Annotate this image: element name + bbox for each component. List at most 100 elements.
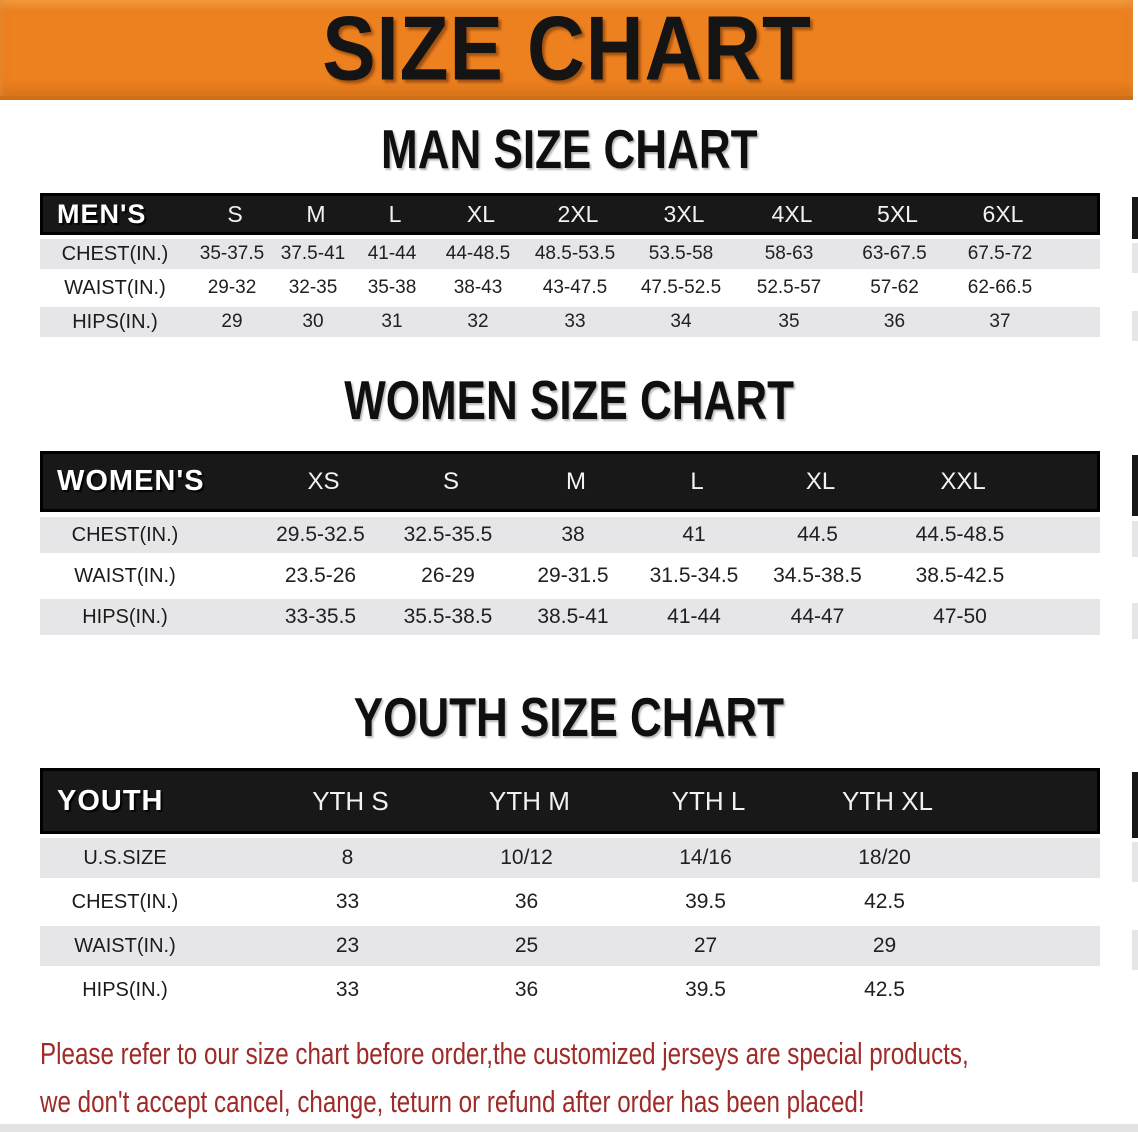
table-cell: 33 (564, 311, 586, 332)
row-label: HIPS(IN.) (72, 310, 158, 333)
table-cell: 31.5-34.5 (649, 564, 739, 587)
youth-col-header: YTH S (312, 785, 389, 816)
row-label: U.S.SIZE (83, 846, 167, 869)
youth-col-header: YTH XL (841, 785, 934, 816)
youth-size-table: YOUTH YTH S YTH M YTH L YTH XL U.S.SIZE … (40, 768, 1100, 1010)
table-row: HIPS(IN.) 33 36 39.5 42.5 (40, 970, 1100, 1010)
row-label: WAIST(IN.) (74, 934, 176, 957)
row-label: WAIST(IN.) (74, 564, 176, 587)
men-table-header-row: MEN'S S M L XL 2XL 3XL 4XL 5XL 6XL (40, 193, 1100, 235)
disclaimer-line-2: we don't accept cancel, change, teturn o… (40, 1084, 865, 1119)
table-row: CHEST(IN.) 29.5-32.5 32.5-35.5 38 41 44.… (40, 517, 1100, 553)
table-cell: 42.5 (864, 890, 905, 913)
row-label: WAIST(IN.) (64, 276, 166, 299)
table-cell: 35-38 (367, 277, 417, 298)
men-section-heading: MAN SIZE CHART (0, 118, 1138, 180)
table-cell: 23.5-26 (284, 564, 357, 587)
page-title: SIZE CHART (321, 0, 812, 99)
men-section-heading-text: MAN SIZE CHART (380, 117, 758, 180)
table-cell: 35-37.5 (199, 243, 265, 264)
table-cell: 29 (872, 934, 897, 957)
table-cell: 27 (693, 934, 718, 957)
table-cell: 36 (514, 978, 539, 1001)
row-label: CHEST(IN.) (61, 242, 169, 265)
table-cell: 31 (381, 311, 403, 332)
table-cell: 32 (467, 311, 489, 332)
bottom-edge-strip (0, 1124, 1138, 1132)
table-cell: 25 (514, 934, 539, 957)
men-size-table: MEN'S S M L XL 2XL 3XL 4XL 5XL 6XL CHEST… (40, 193, 1100, 337)
men-col-header: 5XL (877, 200, 918, 227)
table-cell: 35 (778, 311, 800, 332)
disclaimer-line-1: Please refer to our size chart before or… (40, 1036, 969, 1071)
edge-artifact (1132, 521, 1138, 557)
youth-section-heading-text: YOUTH SIZE CHART (353, 685, 785, 748)
table-cell: 63-67.5 (862, 243, 927, 264)
edge-artifact (1132, 311, 1138, 341)
table-cell: 53.5-58 (648, 243, 714, 264)
youth-col-header: YTH M (489, 785, 570, 816)
women-table-title: WOMEN'S (57, 465, 205, 497)
table-cell: 41 (682, 523, 706, 546)
youth-col-header: YTH L (671, 785, 746, 816)
table-cell: 38.5-42.5 (915, 564, 1005, 587)
table-cell: 58-63 (764, 243, 814, 264)
edge-artifact (1132, 243, 1138, 273)
table-cell: 29.5-32.5 (276, 523, 365, 546)
table-cell: 67.5-72 (967, 243, 1033, 264)
edge-artifact (1132, 930, 1138, 970)
youth-section-heading: YOUTH SIZE CHART (0, 686, 1138, 748)
table-cell: 47.5-52.5 (640, 277, 722, 298)
table-row: U.S.SIZE 8 10/12 14/16 18/20 (40, 838, 1100, 878)
table-cell: 18/20 (858, 846, 911, 869)
table-cell: 36 (883, 311, 906, 332)
table-cell: 29 (221, 311, 243, 332)
men-col-header: M (306, 200, 326, 227)
table-cell: 36 (514, 890, 539, 913)
men-col-header: S (227, 200, 243, 227)
table-cell: 37 (989, 311, 1011, 332)
men-col-header: XL (466, 200, 496, 227)
table-cell: 8 (341, 846, 354, 869)
women-section-heading-text: WOMEN SIZE CHART (344, 368, 794, 431)
women-col-header: XL (805, 467, 836, 495)
edge-artifact (1132, 842, 1138, 882)
table-cell: 23 (335, 934, 360, 957)
table-cell: 38-43 (453, 277, 503, 298)
table-cell: 43-47.5 (542, 277, 608, 298)
men-col-header: 6XL (982, 200, 1024, 227)
table-cell: 30 (302, 311, 324, 332)
table-cell: 35.5-38.5 (403, 605, 493, 628)
table-cell: 57-62 (870, 277, 919, 298)
table-cell: 47-50 (933, 605, 987, 628)
banner: SIZE CHART (0, 0, 1133, 100)
edge-artifact (1132, 455, 1138, 516)
row-label: CHEST(IN.) (71, 890, 179, 913)
table-cell: 29-31.5 (537, 564, 609, 587)
table-row: HIPS(IN.) 33-35.5 35.5-38.5 38.5-41 41-4… (40, 599, 1100, 635)
row-label: HIPS(IN.) (82, 605, 168, 628)
table-cell: 39.5 (685, 978, 726, 1001)
women-col-header: XXL (940, 467, 986, 495)
table-cell: 52.5-57 (756, 277, 822, 298)
table-cell: 32.5-35.5 (403, 523, 493, 546)
table-cell: 41-44 (667, 605, 721, 628)
men-table-title: MEN'S (57, 198, 147, 229)
men-col-header: 3XL (663, 200, 705, 227)
table-cell: 33 (335, 890, 360, 913)
table-cell: 41-44 (367, 243, 417, 264)
table-cell: 10/12 (500, 846, 553, 869)
table-cell: 39.5 (685, 890, 726, 913)
table-row: WAIST(IN.) 23.5-26 26-29 29-31.5 31.5-34… (40, 558, 1100, 594)
men-col-header: 2XL (557, 200, 599, 227)
table-cell: 44.5-48.5 (915, 523, 1005, 546)
table-row: HIPS(IN.) 29 30 31 32 33 34 35 36 37 (40, 307, 1100, 337)
table-cell: 34.5-38.5 (773, 564, 862, 587)
table-cell: 48.5-53.5 (534, 243, 616, 264)
table-cell: 26-29 (421, 564, 475, 587)
women-section-heading: WOMEN SIZE CHART (0, 369, 1138, 431)
edge-artifact (1132, 772, 1138, 838)
table-cell: 29-32 (207, 277, 257, 298)
disclaimer: Please refer to our size chart before or… (40, 1030, 1138, 1126)
